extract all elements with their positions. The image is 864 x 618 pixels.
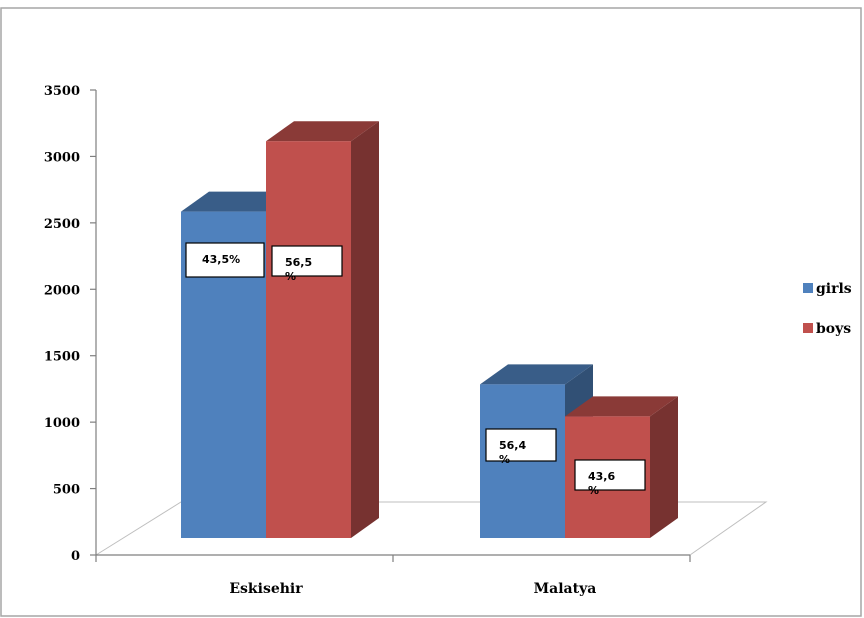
data-label-text: 43,6% [588, 470, 615, 497]
y-tick-label: 2500 [44, 217, 80, 232]
bar-side [351, 121, 379, 538]
y-tick-label: 1000 [44, 416, 80, 431]
data-labels: 43,5% 56,4 % 56,5 % 43,6% [185, 242, 646, 497]
y-tick-label: 1500 [44, 350, 80, 365]
data-label-box [574, 459, 646, 491]
bar-top [181, 191, 294, 212]
bar-top [266, 121, 379, 142]
data-label-text: 56,4% [499, 439, 526, 466]
y-tick-label: 500 [53, 483, 80, 498]
data-label-text: 43,5% [202, 253, 240, 266]
bar-side [650, 396, 678, 538]
bar-front [266, 141, 351, 538]
legend-label-girls: girls [816, 281, 852, 297]
bar-top [565, 396, 678, 417]
y-tick-label: 3000 [44, 150, 80, 165]
data-label: 43,5% [185, 242, 265, 278]
y-ticks: 0 500 1000 1500 2000 2500 3000 3500 [44, 84, 96, 564]
data-label-text: 56,5% [285, 256, 312, 283]
data-label-box [271, 245, 343, 277]
legend-swatch-boys [803, 323, 813, 333]
y-tick-label: 0 [71, 549, 80, 564]
legend: girls boys [803, 281, 852, 337]
y-tick-label: 2000 [44, 283, 80, 298]
legend-label-boys: boys [816, 321, 851, 337]
y-tick-label: 3500 [44, 84, 80, 99]
legend-swatch-girls [803, 283, 813, 293]
bar-top [480, 364, 593, 385]
data-label: 56,5% [271, 245, 343, 283]
x-ticks: Eskisehir Malatya [95, 555, 691, 597]
data-label: 56,4% [485, 428, 557, 466]
chart-floor [95, 501, 768, 556]
x-tick-label: Eskisehir [229, 581, 303, 597]
chart-frame [0, 7, 862, 617]
x-tick-label: Malatya [534, 581, 597, 597]
bar-boys-eskisehir [266, 121, 379, 538]
data-label-box [485, 428, 557, 462]
data-label-box [185, 242, 265, 278]
data-label: 43,6% [574, 459, 646, 497]
